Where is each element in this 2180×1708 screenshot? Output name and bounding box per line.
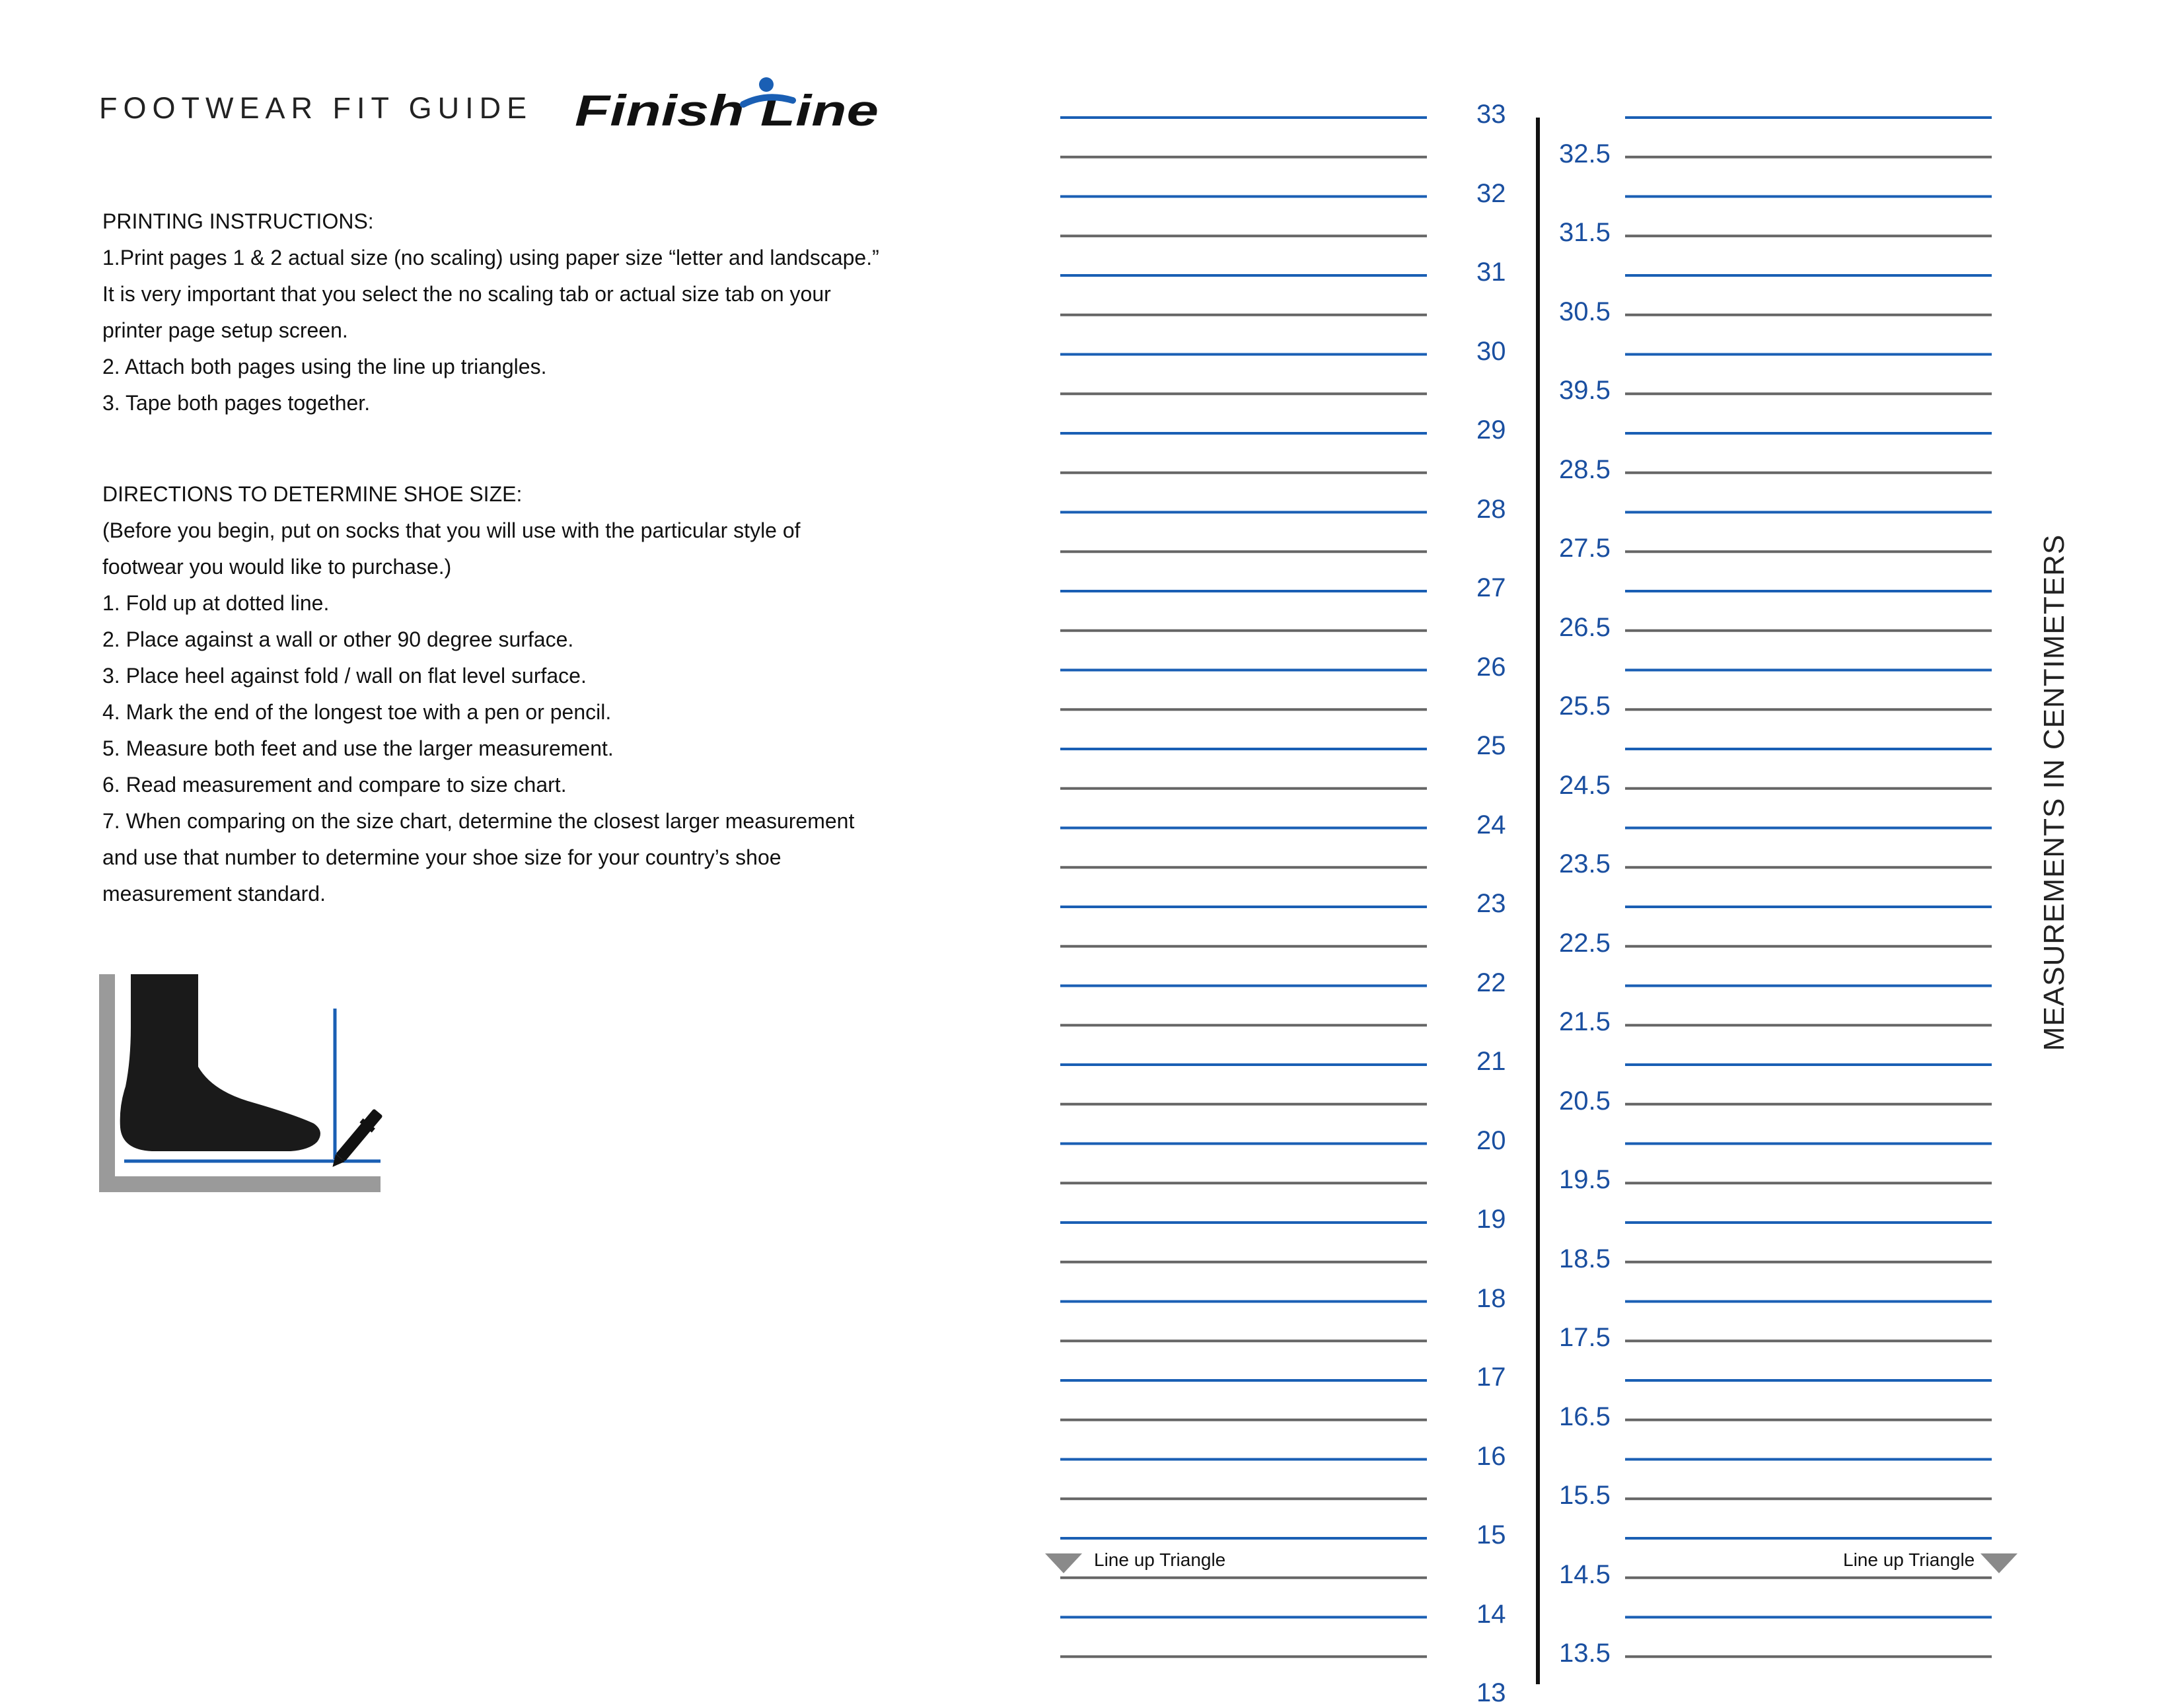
pen-icon	[332, 1109, 382, 1167]
half-cm-label: 30.5	[1559, 297, 1611, 326]
wall-icon	[99, 974, 381, 1192]
half-cm-label: 16.5	[1559, 1402, 1611, 1431]
logo-text: Finish Line	[575, 86, 879, 135]
half-cm-label: 25.5	[1559, 692, 1611, 721]
half-cm-label: 31.5	[1559, 218, 1611, 248]
cm-label: 30	[1476, 336, 1506, 366]
instruction-line: It is very important that you select the…	[102, 282, 831, 306]
line-up-triangle-label-left: Line up Triangle	[1094, 1549, 1226, 1570]
instructions-block: PRINTING INSTRUCTIONS: 1.Print pages 1 & …	[102, 203, 879, 912]
finish-line-logo: Finish Line	[575, 77, 879, 135]
instruction-line: and use that number to determine your sh…	[102, 845, 781, 869]
instruction-line: footwear you would like to purchase.)	[102, 555, 452, 579]
foot-measuring-illustration	[99, 974, 382, 1192]
line-up-triangle-right	[1980, 1553, 2017, 1573]
cm-label: 20	[1476, 1125, 1506, 1155]
cm-label: 14	[1476, 1599, 1506, 1629]
line-up-triangle-left	[1045, 1553, 1082, 1573]
cm-label: 31	[1476, 258, 1506, 287]
line-up-triangle-label-right: Line up Triangle	[1843, 1549, 1975, 1570]
instruction-line: 7. When comparing on the size chart, det…	[102, 809, 855, 833]
instruction-line: 4. Mark the end of the longest toe with …	[102, 700, 612, 724]
half-cm-label: 21.5	[1559, 1007, 1611, 1037]
cm-label: 24	[1476, 810, 1506, 839]
measurement-unit-title: MEASUREMENTS IN CENTIMETERS	[2038, 534, 2070, 1051]
cm-label: 33	[1476, 100, 1506, 129]
cm-label: 32	[1476, 178, 1506, 208]
instruction-line: 2. Place against a wall or other 90 degr…	[102, 627, 574, 651]
half-cm-label: 24.5	[1559, 770, 1611, 800]
cm-label: 19	[1476, 1205, 1506, 1234]
instruction-heading: DIRECTIONS TO DETERMINE SHOE SIZE:	[102, 482, 523, 506]
half-cm-label: 26.5	[1559, 612, 1611, 642]
foot-icon	[120, 974, 320, 1151]
half-cm-label: 14.5	[1559, 1559, 1611, 1589]
cm-label: 22	[1476, 968, 1506, 997]
cm-label: 21	[1476, 1047, 1506, 1076]
instruction-line: (Before you begin, put on socks that you…	[102, 518, 801, 542]
half-cm-label: 39.5	[1559, 376, 1611, 406]
cm-label: 28	[1476, 494, 1506, 524]
half-cm-label: 28.5	[1559, 454, 1611, 484]
cm-label: 27	[1476, 573, 1506, 602]
cm-label: 29	[1476, 415, 1506, 445]
instruction-heading: PRINTING INSTRUCTIONS:	[102, 209, 374, 233]
instruction-line: 5. Measure both feet and use the larger …	[102, 736, 614, 760]
half-cm-label: 15.5	[1559, 1481, 1611, 1511]
instruction-line: 6. Read measurement and compare to size …	[102, 773, 567, 797]
half-cm-label: 19.5	[1559, 1165, 1611, 1195]
cm-label: 16	[1476, 1441, 1506, 1471]
instruction-line: 3. Place heel against fold / wall on fla…	[102, 664, 587, 688]
instruction-line: 1.Print pages 1 & 2 actual size (no scal…	[102, 246, 879, 269]
cm-label: 13	[1476, 1678, 1506, 1707]
cm-label: 18	[1476, 1283, 1506, 1313]
cm-label: 25	[1476, 731, 1506, 760]
half-cm-label: 17.5	[1559, 1323, 1611, 1353]
half-cm-label: 13.5	[1559, 1639, 1611, 1668]
instruction-line: measurement standard.	[102, 882, 326, 906]
instruction-line: 2. Attach both pages using the line up t…	[102, 355, 547, 378]
half-cm-label: 27.5	[1559, 534, 1611, 563]
instruction-line: printer page setup screen.	[102, 318, 348, 342]
half-cm-label: 23.5	[1559, 849, 1611, 879]
instruction-line: 1. Fold up at dotted line.	[102, 591, 330, 615]
cm-label: 15	[1476, 1520, 1506, 1549]
half-cm-label: 20.5	[1559, 1086, 1611, 1116]
instruction-line: 3. Tape both pages together.	[102, 391, 371, 415]
page-title: FOOTWEAR FIT GUIDE	[99, 91, 533, 125]
half-cm-label: 32.5	[1559, 139, 1611, 168]
cm-label: 26	[1476, 652, 1506, 682]
cm-label: 23	[1476, 889, 1506, 918]
running-figure-icon	[740, 77, 796, 108]
half-cm-label: 22.5	[1559, 928, 1611, 958]
cm-label: 17	[1476, 1363, 1506, 1392]
half-cm-label: 18.5	[1559, 1244, 1611, 1273]
